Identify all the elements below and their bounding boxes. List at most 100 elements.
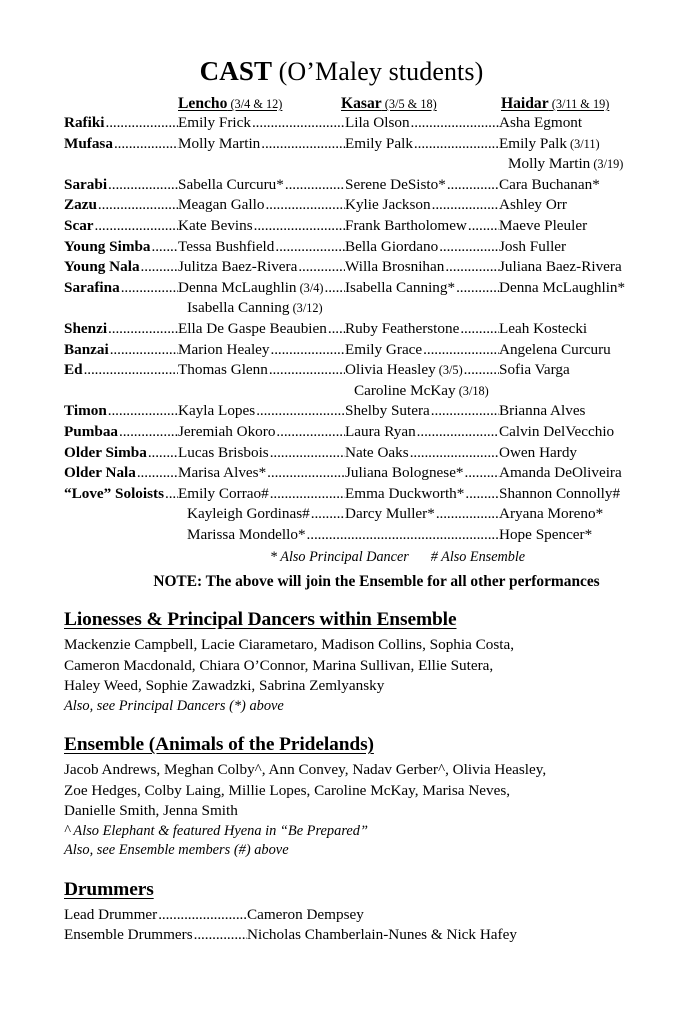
cast-cell-kasar: Willa Brosnihan	[345, 258, 444, 276]
column-header-haidar-dates: (3/11 & 19)	[548, 97, 610, 111]
dot-leader: ............	[463, 361, 499, 379]
dot-leader: ...................	[435, 505, 499, 523]
dot-leader: ...............	[298, 258, 345, 276]
section-member-line: Haley Weed, Sophie Zawadzki, Sabrina Zem…	[64, 677, 385, 695]
dot-leader: ..............	[456, 278, 499, 296]
cast-table-body: Rafiki......................Emily Frick.…	[64, 114, 671, 546]
cast-cell-kasar: Frank Bartholomew	[345, 217, 467, 235]
legend-hash: # Also Ensemble	[430, 549, 526, 566]
cast-cell-haidar: Cara Buchanan*	[499, 176, 600, 194]
dot-leader: ..........................	[409, 443, 499, 461]
cast-cell-haidar: Hope Spencer*	[499, 526, 592, 544]
legend-asterisk: * Also Principal Dancer	[269, 549, 409, 566]
cast-role-label: Young Nala	[64, 258, 140, 276]
cast-cell-haidar: Calvin DelVecchio	[499, 423, 614, 441]
dot-leader: .........................	[261, 134, 345, 152]
ensemble-section: Lionesses & Principal Dancers within Ens…	[64, 591, 669, 716]
cast-cell-lencho: Jeremiah Okoro	[178, 423, 275, 441]
dot-leader: ...........	[465, 484, 499, 502]
cast-role-label: Young Simba	[64, 237, 151, 255]
cast-cell-haidar: Amanda DeOliveira	[499, 464, 622, 482]
dot-leader: .................	[445, 258, 499, 276]
cast-cell-lencho-name: Emily Corrao#	[178, 484, 269, 502]
section-heading-drummers: Drummers	[64, 878, 154, 900]
cast-role-label: “Love” Soloists	[64, 484, 164, 502]
cast-row-secondary: Molly Martin (3/19)	[64, 155, 671, 176]
cast-cell-kasar: Isabella Canning*	[345, 279, 455, 297]
cast-role-label: Older Nala	[64, 464, 136, 482]
dot-leader: ...........	[467, 216, 499, 234]
cast-cell-haidar: Brianna Alves	[499, 402, 585, 420]
cast-cell-haidar-date: (3/11)	[566, 136, 600, 151]
cast-cell-lencho-name: Marion Healey	[178, 340, 270, 358]
dot-leader: .....................	[107, 402, 178, 420]
cast-cell-lencho-name: Marissa Mondello*	[187, 525, 306, 543]
cast-cell-lencho: Julitza Baez-Rivera	[178, 258, 297, 276]
cast-cell-kasar-name: Laura Ryan	[345, 422, 416, 440]
cast-cell-haidar-name: Josh Fuller	[499, 237, 567, 255]
section-footnote: Also, see Principal Dancers (*) above	[64, 697, 284, 714]
cast-cell-haidar-name: Asha Egmont	[499, 114, 583, 131]
cast-cell-kasar: Juliana Bolognese*	[345, 464, 464, 482]
dot-leader: .....................	[275, 237, 345, 255]
drummer-value: Nicholas Chamberlain-Nunes & Nick Hafey	[247, 926, 517, 944]
drummer-row: Lead Drummer.......................... Ca…	[64, 905, 669, 926]
cast-cell-haidar-name: Emily Palk	[499, 134, 567, 152]
section-heading: Lionesses & Principal Dancers within Ens…	[64, 609, 457, 631]
cast-row-secondary: Kayleigh Gordinas#............Darcy Mull…	[64, 505, 671, 526]
cast-cell-haidar: Shannon Connolly#	[499, 485, 620, 503]
dot-leader: ..................	[284, 175, 345, 193]
cast-cell-haidar-name: Juliana Baez-Rivera	[499, 258, 622, 276]
cast-cell-kasar-name: Emily Grace	[345, 340, 423, 358]
dot-leader: ............	[464, 464, 499, 482]
cast-cell-lencho-name: Jeremiah Okoro	[178, 422, 276, 440]
cast-cell-kasar: Olivia Heasley (3/5)	[345, 361, 463, 379]
cast-cell-lencho-name: Emily Frick	[178, 114, 251, 131]
cast-row: Pumbaa..................Jeremiah Okoro..…	[64, 423, 671, 444]
cast-cell-kasar: Caroline McKay (3/18)	[354, 382, 489, 400]
dot-leader: .............	[136, 464, 178, 482]
cast-cell-kasar-name: Kylie Jackson	[345, 196, 431, 214]
section-member-line: Danielle Smith, Jenna Smith	[64, 802, 238, 820]
cast-row: Timon..................... Kayla Lopes...…	[64, 402, 671, 423]
cast-cell-haidar-name: Denna McLaughlin*	[499, 278, 626, 296]
dot-leader: ........................	[97, 196, 178, 214]
dot-leader: ........	[324, 278, 346, 296]
cast-cell-haidar-name: Aryana Moreno*	[499, 505, 604, 523]
dot-leader: ....................	[430, 402, 499, 420]
cast-cell-lencho: Emily Frick	[178, 114, 251, 132]
page-title: CAST (O’Maley students)	[0, 0, 683, 85]
cast-cell-lencho: Isabella Canning (3/12)	[187, 299, 323, 317]
cast-table: Lencho (3/4 & 12) Kasar (3/5 & 18) Haida…	[0, 95, 683, 591]
cast-cell-lencho-name: Denna McLaughlin	[178, 278, 297, 296]
cast-row: Young Nala............Julitza Baez-River…	[64, 258, 671, 279]
cast-row: Shenzi..................... Ella De Gaspe…	[64, 320, 671, 341]
cast-role-label: Ed	[64, 361, 83, 379]
cast-cell-kasar: Emily Grace	[345, 341, 422, 359]
cast-cell-kasar-name: Serene DeSisto*	[345, 175, 446, 193]
dot-leader: ...........................	[251, 114, 345, 131]
cast-cell-haidar-name: Angelena Curcuru	[499, 340, 611, 358]
section-footnote: Also, see Ensemble members (#) above	[64, 842, 289, 859]
cast-cell-haidar: Sofia Varga	[499, 361, 570, 379]
dot-leader: .............	[460, 319, 499, 337]
cast-cell-haidar-date: (3/19)	[590, 157, 624, 172]
cast-row: Sarabi..................... Sabella Curcu…	[64, 176, 671, 197]
cast-table-header-row: Lencho (3/4 & 12) Kasar (3/5 & 18) Haida…	[64, 95, 671, 114]
page-title-subtitle: (O’Maley students)	[272, 57, 484, 86]
cast-cell-kasar-name: Emily Palk	[345, 134, 413, 152]
cast-cell-kasar: Nate Oaks	[345, 444, 409, 462]
section-member-line: Zoe Hedges, Colby Laing, Millie Lopes, C…	[64, 781, 511, 799]
cast-cell-lencho-name: Kayla Lopes	[178, 402, 256, 420]
section-heading: Ensemble (Animals of the Pridelands)	[64, 734, 374, 756]
cast-cell-kasar-name: Darcy Muller*	[345, 505, 435, 523]
cast-cell-lencho: Kayla Lopes	[178, 402, 255, 420]
dot-leader: .......	[327, 319, 345, 337]
dot-leader: ......................	[423, 340, 499, 358]
dot-leader: ......................	[269, 443, 345, 461]
cast-cell-lencho-name: Thomas Glenn	[178, 361, 268, 379]
cast-role-label: Banzai	[64, 340, 109, 358]
dot-leader: .........	[151, 237, 178, 255]
dot-leader: ............	[310, 505, 345, 523]
cast-cell-lencho: Sabella Curcuru*	[178, 176, 284, 194]
